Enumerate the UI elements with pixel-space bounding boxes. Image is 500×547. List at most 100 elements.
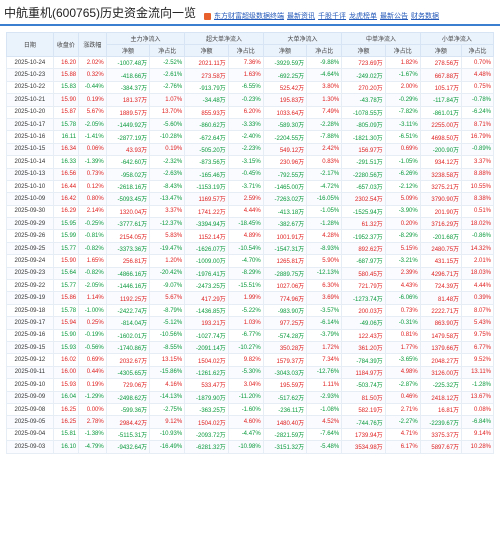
row-date: 2025-09-30 xyxy=(6,204,54,219)
terminal-icon xyxy=(204,12,212,20)
row-cell: 2480.75万 xyxy=(419,241,463,256)
row-cell: 8.38% xyxy=(461,192,494,206)
link-announcements[interactable]: 最新公告 xyxy=(380,13,409,20)
sub-ratio-header[interactable]: 净占比 xyxy=(384,44,421,57)
row-cell: 2.78% xyxy=(78,415,107,429)
link-dragon-tiger[interactable]: 龙虎榜单 xyxy=(349,13,378,20)
row-date: 2025-09-25 xyxy=(6,241,54,256)
row-cell: -15.51% xyxy=(227,279,264,293)
row-cell: -2.40% xyxy=(227,130,264,144)
table-row: 2025-09-05 16.25 2.78% 2984.42万 9.12% 1504.02… xyxy=(6,415,494,429)
row-cell: 0.44% xyxy=(78,365,107,380)
row-cell: 417.29万 xyxy=(184,291,229,305)
row-cell: -382.67万 xyxy=(262,217,308,231)
row-cell: -2.12% xyxy=(384,179,421,194)
table-row: 2025-09-03 16.10 -4.79% -9432.64万 -16.49% -62… xyxy=(6,440,494,454)
row-cell: 3375.37万 xyxy=(419,427,463,442)
row-date: 2025-09-18 xyxy=(6,303,54,318)
row-cell: 14.32% xyxy=(461,241,494,256)
row-cell: -8.79% xyxy=(149,303,186,318)
row-cell: -13.47% xyxy=(149,192,186,206)
row-cell: -1.28% xyxy=(306,217,343,231)
table-row: 2025-09-18 15.78 -1.00% -2422.74万 -8.79% -143… xyxy=(6,303,494,318)
row-cell: -1740.86万 xyxy=(105,340,151,355)
row-cell: 3275.21万 xyxy=(419,179,463,194)
row-cell: 667.88万 xyxy=(419,68,463,82)
sub-amount-header[interactable]: 净额 xyxy=(105,44,151,57)
sub-amount-header[interactable]: 净额 xyxy=(262,44,308,57)
row-cell: 0.81% xyxy=(384,328,421,343)
row-date: 2025-10-15 xyxy=(6,142,54,157)
row-cell: 1579.37万 xyxy=(262,353,308,367)
sub-amount-header[interactable]: 净额 xyxy=(419,44,463,57)
table-row: 2025-10-21 15.90 0.19% 181.37万 1.07% -34.48万 -… xyxy=(6,93,494,107)
row-cell: -15.86% xyxy=(149,365,186,380)
col-close-header[interactable]: 收盘价 xyxy=(52,32,80,57)
table-row: 2025-09-23 15.64 -0.82% -4866.16万 -20.42% -19… xyxy=(6,266,494,281)
col-change-header[interactable]: 涨跌幅 xyxy=(78,32,107,57)
row-date: 2025-09-22 xyxy=(6,279,54,293)
row-cell: 0.19% xyxy=(78,378,107,392)
row-cell: -744.76万 xyxy=(341,415,386,429)
row-cell: 4.43% xyxy=(384,279,421,293)
row-cell: -1952.37万 xyxy=(341,229,386,243)
row-cell: 0.20% xyxy=(384,217,421,231)
table-row: 2025-09-22 15.77 -2.05% -1446.16万 -9.07% -247… xyxy=(6,279,494,293)
table-body: 2025-10-24 16.20 2.02% -1007.48万 -2.52% 2021.… xyxy=(6,55,494,454)
row-cell: 200.03万 xyxy=(341,303,386,318)
row-cell: 181.37万 xyxy=(105,93,151,107)
row-cell: 431.15万 xyxy=(419,254,463,268)
row-cell: -1.00% xyxy=(78,303,107,318)
row-cell: 15.77 xyxy=(52,241,80,256)
row-cell: -0.56% xyxy=(78,340,107,355)
sub-ratio-header[interactable]: 净占比 xyxy=(461,44,494,57)
link-terminal[interactable]: 东方财富超级数据终端 xyxy=(214,13,285,20)
row-date: 2025-10-21 xyxy=(6,93,54,107)
row-cell: 1741.22万 xyxy=(184,204,229,219)
row-cell: -8.43% xyxy=(149,179,186,194)
group-large-header: 大单净流入 xyxy=(262,32,343,45)
sub-ratio-header[interactable]: 净占比 xyxy=(149,44,186,57)
row-cell: -3.65% xyxy=(384,353,421,367)
row-cell: 729.06万 xyxy=(105,378,151,392)
row-cell: 15.88 xyxy=(52,68,80,82)
row-cell: 5.15% xyxy=(384,241,421,256)
row-cell: 934.12万 xyxy=(419,155,463,169)
row-cell: -4.79% xyxy=(78,440,107,454)
row-cell: 2.59% xyxy=(227,192,264,206)
row-cell: -1626.07万 xyxy=(184,241,229,256)
row-cell: -2204.55万 xyxy=(262,130,308,144)
row-cell: 4.71% xyxy=(384,427,421,442)
row-cell: -2093.72万 xyxy=(184,427,229,442)
row-date: 2025-09-04 xyxy=(6,427,54,442)
row-cell: -5093.45万 xyxy=(105,192,151,206)
row-cell: 15.64 xyxy=(52,266,80,281)
row-cell: 5.09% xyxy=(384,192,421,206)
row-cell: -9432.64万 xyxy=(105,440,151,454)
sub-amount-header[interactable]: 净额 xyxy=(184,44,229,57)
sub-amount-header[interactable]: 净额 xyxy=(341,44,386,57)
row-cell: -1602.01万 xyxy=(105,328,151,343)
row-cell: -505.20万 xyxy=(184,142,229,157)
row-cell: 4.48% xyxy=(461,68,494,82)
row-cell: 3126.00万 xyxy=(419,365,463,380)
link-financials[interactable]: 财务数据 xyxy=(411,13,440,20)
row-cell: 5897.67万 xyxy=(419,440,463,454)
row-cell: -672.64万 xyxy=(184,130,229,144)
row-cell: 1.82% xyxy=(384,55,421,70)
sub-ratio-header[interactable]: 净占比 xyxy=(227,44,264,57)
col-date-header[interactable]: 日期 xyxy=(6,32,54,57)
row-cell: -574.28万 xyxy=(262,328,308,343)
sub-ratio-header[interactable]: 净占比 xyxy=(306,44,343,57)
row-cell: -11.20% xyxy=(227,390,264,404)
row-date: 2025-10-22 xyxy=(6,80,54,95)
link-comments[interactable]: 千股千评 xyxy=(318,13,347,20)
link-news[interactable]: 最新资讯 xyxy=(287,13,316,20)
row-cell: 13.15% xyxy=(149,353,186,367)
row-cell: 1184.97万 xyxy=(341,365,386,380)
row-cell: 16.25 xyxy=(52,402,80,417)
row-cell: 723.69万 xyxy=(341,55,386,70)
row-cell: 580.45万 xyxy=(341,266,386,281)
row-cell: -16.05% xyxy=(306,192,343,206)
row-date: 2025-09-08 xyxy=(6,402,54,417)
